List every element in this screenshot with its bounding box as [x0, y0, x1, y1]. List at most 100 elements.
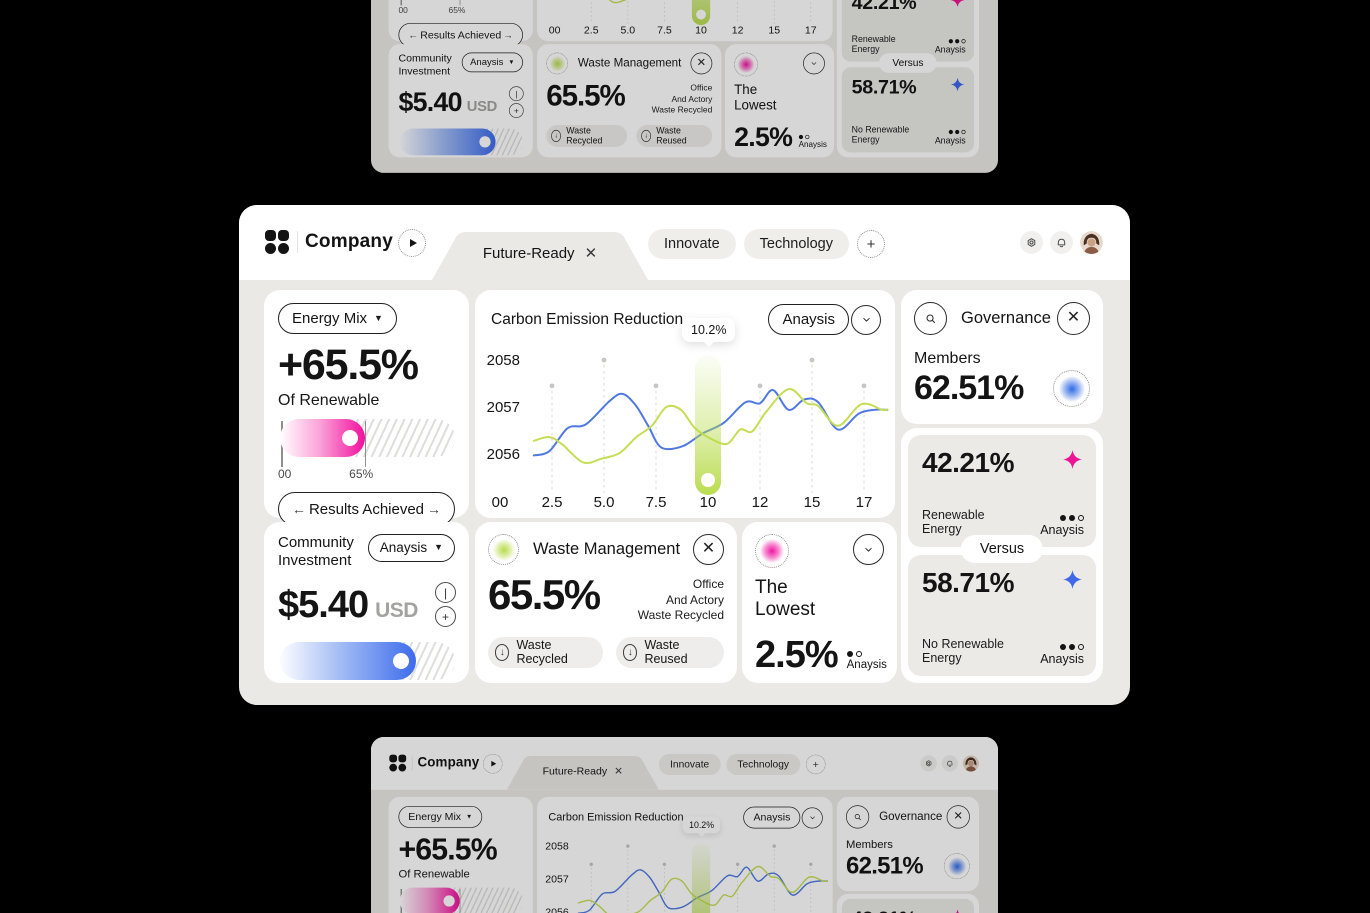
waste-reused-label: Waste Reused — [644, 638, 688, 667]
governance-title: Governance — [961, 309, 1051, 327]
members-value: 62.51% — [845, 852, 924, 880]
user-avatar[interactable] — [1080, 231, 1103, 254]
members-row: 62.51% — [914, 369, 1090, 408]
renewable-value: 42.21% — [852, 907, 917, 913]
sparkle-pink-icon — [950, 0, 965, 7]
search-button[interactable] — [914, 302, 947, 335]
amount-row: $5.40 USD — [398, 88, 523, 118]
tab-technology[interactable]: Technology — [726, 753, 801, 775]
svg-text:00: 00 — [492, 494, 509, 511]
tab-technology[interactable]: Technology — [743, 229, 849, 259]
slider-tick-start — [400, 0, 402, 6]
gear-icon — [926, 760, 932, 767]
no-renewable-analysis[interactable]: Anaysis — [935, 130, 966, 146]
tab-future-ready[interactable]: Future-Ready ✕ — [506, 755, 659, 790]
renewable-analysis[interactable]: Anaysis — [935, 39, 966, 55]
search-button[interactable] — [845, 805, 870, 829]
waste-recycled-button[interactable]: ↓ Waste Recycled — [488, 636, 603, 668]
lowest-title: The Lowest — [755, 577, 816, 620]
energy-mix-dropdown[interactable]: Energy Mix ▼ — [398, 805, 483, 828]
governance-close-button[interactable]: ✕ — [1057, 302, 1090, 335]
slider-knob[interactable] — [443, 895, 455, 907]
community-header: Community Investment Anaysis ▼ — [278, 534, 455, 571]
stepper-plus-button[interactable]: + — [508, 103, 524, 119]
energy-slider[interactable] — [398, 887, 523, 913]
analysis-label: Anaysis — [798, 140, 827, 150]
members-value: 62.51% — [914, 369, 1024, 407]
scale-start-label: 00 — [398, 5, 408, 16]
waste-reused-label: Waste Reused — [656, 126, 687, 146]
play-button[interactable] — [482, 753, 503, 774]
governance-card: Governance ✕ Members 62.51% — [901, 290, 1103, 424]
amount-stepper: | + — [508, 86, 524, 119]
slider-knob[interactable] — [479, 136, 491, 148]
chevron-down-icon — [811, 62, 817, 66]
energy-mix-dropdown[interactable]: Energy Mix ▼ — [278, 303, 397, 334]
waste-recycled-button[interactable]: ↓ Waste Recycled — [546, 124, 628, 147]
arrow-left-icon: ← — [408, 29, 419, 41]
waste-buttons: ↓ Waste Recycled ↓ Waste Reused — [488, 636, 724, 668]
tab-shape — [432, 232, 648, 280]
bell-icon — [1057, 238, 1066, 248]
analysis-button[interactable]: Anaysis — [743, 806, 801, 829]
community-analysis-dropdown[interactable]: Anaysis ▼ — [367, 534, 455, 562]
arrow-down-icon: ↓ — [551, 129, 562, 142]
tab-close-icon[interactable]: ✕ — [614, 765, 624, 778]
waste-close-button[interactable]: ✕ — [690, 52, 713, 75]
user-avatar[interactable] — [962, 755, 979, 772]
slider-knob[interactable] — [393, 652, 410, 669]
notifications-button[interactable] — [941, 755, 958, 772]
tab-shape — [506, 755, 659, 790]
tab-future-ready[interactable]: Future-Ready ✕ — [432, 232, 648, 280]
chart-tooltip: 10.2% — [682, 318, 736, 347]
community-slider[interactable] — [398, 128, 523, 156]
slider-fill — [280, 419, 365, 457]
slider-knob[interactable] — [341, 430, 358, 446]
search-icon — [925, 313, 935, 323]
notifications-button[interactable] — [1050, 231, 1073, 254]
dashboard: Company Future-Ready ✕ Innovate Technolo… — [239, 205, 1130, 705]
settings-button[interactable] — [920, 755, 937, 772]
expand-button[interactable] — [801, 807, 823, 829]
no-renewable-energy-panel: 58.71% No Renewable Energy — [908, 555, 1096, 676]
waste-reused-button[interactable]: ↓ Waste Reused — [636, 124, 713, 147]
lowest-analysis[interactable]: Anaysis — [798, 134, 827, 150]
tab-close-icon[interactable]: ✕ — [584, 245, 598, 262]
community-slider[interactable] — [278, 641, 455, 680]
add-tab-button[interactable]: + — [857, 230, 885, 258]
analysis-button[interactable]: Anaysis — [768, 304, 849, 335]
waste-management-card: Waste Management ✕ 65.5% Office And Acto… — [537, 44, 722, 158]
lowest-analysis[interactable]: Anaysis — [846, 651, 887, 671]
add-tab-button[interactable]: + — [805, 754, 826, 775]
lowest-expand-button[interactable] — [803, 52, 825, 75]
no-renewable-analysis[interactable]: Anaysis — [1040, 644, 1084, 666]
community-analysis-dropdown[interactable]: Anaysis ▼ — [461, 52, 523, 72]
lowest-expand-button[interactable] — [853, 534, 884, 565]
governance-close-button[interactable]: ✕ — [946, 805, 970, 829]
waste-value: 65.5% — [546, 78, 626, 112]
waste-reused-button[interactable]: ↓ Waste Reused — [616, 636, 724, 668]
slider-tick-end — [364, 421, 367, 467]
amount-stepper: | + — [435, 582, 456, 627]
energy-value: +65.5% — [278, 341, 419, 389]
close-icon: ✕ — [953, 810, 963, 823]
arrow-left-icon: ← — [292, 501, 306, 517]
tab-innovate[interactable]: Innovate — [648, 229, 736, 259]
energy-slider[interactable] — [278, 419, 455, 467]
tab-innovate[interactable]: Innovate — [658, 753, 721, 775]
expand-button[interactable] — [851, 304, 881, 335]
stepper-info-button[interactable]: | — [508, 86, 524, 102]
stepper-plus-button[interactable]: + — [435, 606, 456, 627]
waste-close-button[interactable]: ✕ — [693, 534, 724, 565]
settings-button[interactable] — [1020, 231, 1043, 254]
stepper-info-button[interactable]: | — [435, 582, 456, 603]
header-tabs: Innovate Technology + — [648, 229, 885, 259]
play-button[interactable] — [398, 229, 426, 257]
renewable-analysis[interactable]: Anaysis — [1040, 515, 1084, 537]
waste-title: Waste Management — [577, 56, 682, 70]
results-achieved-button[interactable]: ← Results Achieved → — [278, 492, 455, 526]
